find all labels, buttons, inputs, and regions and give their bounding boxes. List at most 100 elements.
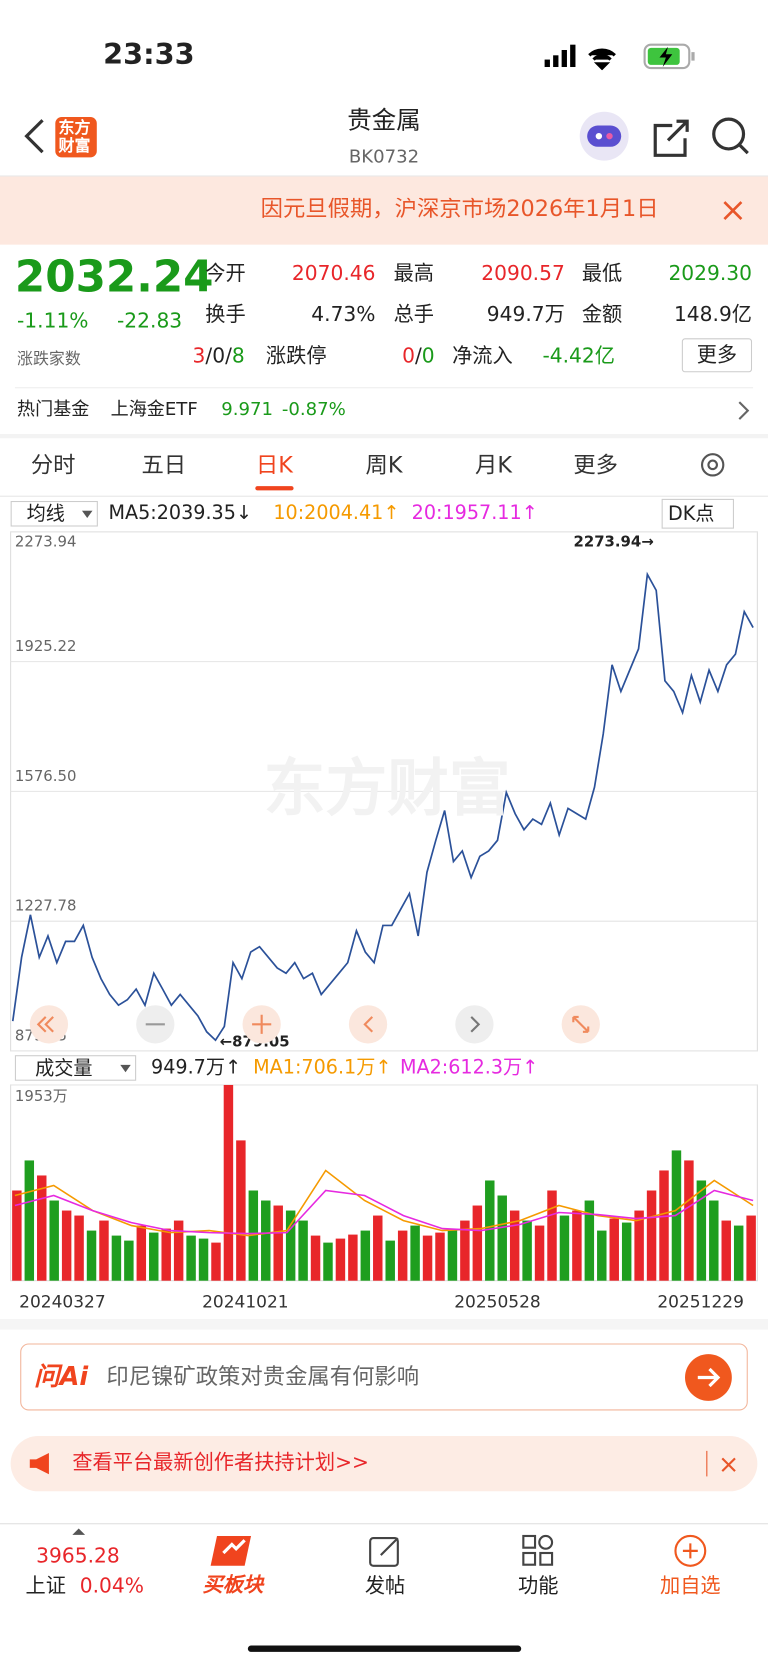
tab[interactable]: 五日 (141, 452, 187, 478)
y-tick-label: 1576.50 (15, 767, 77, 785)
tab[interactable]: 更多 (573, 452, 619, 478)
volume-ma2 (14, 1189, 754, 1235)
index-value: 3965.28 (36, 1544, 120, 1568)
flow-value: -4.42亿 (542, 344, 616, 369)
back-button[interactable] (21, 117, 53, 155)
volume-bar (198, 1238, 209, 1281)
volume-bar (261, 1200, 271, 1281)
page-title: 贵金属 (347, 107, 421, 136)
volume-bar (509, 1210, 520, 1281)
divider (0, 175, 768, 177)
home-indicator (247, 1645, 522, 1652)
limit: 0/0 (402, 344, 435, 369)
volume-ma1 (14, 1169, 754, 1237)
volume-bar (746, 1215, 756, 1281)
dk-button[interactable]: DK点 (661, 498, 734, 529)
flat-count: 0 (212, 344, 226, 369)
watermark: 东方财富 (263, 752, 511, 825)
volume-bar (597, 1230, 607, 1281)
field-value: 2090.57 (481, 261, 565, 286)
volume-bar (186, 1235, 196, 1281)
more-text: 更多 (696, 343, 738, 367)
volume-bar (422, 1235, 433, 1281)
down-count: 8 (231, 344, 245, 369)
volume-bar (161, 1228, 171, 1281)
ai-send[interactable] (684, 1353, 733, 1402)
volume-bar (12, 1190, 22, 1281)
tab[interactable]: 月K (475, 452, 513, 478)
y-tick-label: 1925.22 (15, 637, 77, 655)
breadth: 3/0/8 (192, 344, 245, 369)
volume-bar (136, 1225, 147, 1281)
tab[interactable]: 分时 (30, 452, 76, 478)
volume-ma2: MA2:612.3万↑ (399, 1056, 539, 1079)
tab[interactable]: 日K (255, 452, 293, 478)
volume-bar (149, 1232, 159, 1281)
settings-button[interactable] (698, 450, 728, 480)
volume-bar (721, 1220, 731, 1281)
header-actions (579, 111, 749, 161)
next-button[interactable] (455, 1005, 494, 1044)
change: -22.83 (117, 309, 183, 333)
volume-bar (472, 1205, 483, 1281)
tab-underline (255, 486, 294, 491)
volume-bar (111, 1235, 122, 1281)
volume-bar (99, 1220, 109, 1281)
volume-bar (460, 1220, 470, 1281)
logo-text: 财富 (58, 136, 91, 156)
field-label: 换手 (205, 303, 246, 327)
limit-down: 0 (421, 344, 435, 369)
volume-bar (61, 1210, 72, 1281)
volume-bar (659, 1170, 669, 1281)
notice-text: 因元旦假期，沪深京市场2026年1月1日 (260, 197, 659, 221)
nav-item[interactable]: 加自选 (660, 1574, 721, 1598)
volume-bar (24, 1160, 35, 1281)
volume-bar (410, 1225, 420, 1281)
close-notice[interactable] (721, 199, 744, 222)
search-button[interactable] (712, 117, 746, 151)
divider (14, 387, 754, 389)
volume-select[interactable]: 成交量 (14, 1055, 137, 1081)
buy-board-icon[interactable] (208, 1532, 257, 1570)
y-tick-label: 2273.94 (15, 533, 77, 551)
tab[interactable]: 周K (365, 452, 403, 478)
fund-chevron[interactable] (736, 400, 751, 421)
ai-box[interactable] (20, 1343, 748, 1411)
divider (0, 495, 768, 497)
close-promo[interactable] (720, 1456, 737, 1473)
volume-bar (397, 1230, 408, 1281)
rewind-button[interactable] (29, 1005, 69, 1044)
add-watch-icon[interactable] (673, 1534, 707, 1568)
nav-item[interactable]: 功能 (518, 1574, 559, 1598)
nav-item[interactable]: 发帖 (364, 1574, 406, 1598)
volume-bar (634, 1210, 644, 1281)
fund-pct: -0.87% (281, 398, 346, 421)
prev-button[interactable] (348, 1005, 388, 1044)
limit-label: 涨跌停 (265, 344, 327, 369)
function-icon[interactable] (521, 1534, 555, 1568)
nav-item[interactable]: 买板块 (202, 1573, 264, 1597)
volume-bar (696, 1180, 707, 1281)
ai-prompt: 印尼镍矿政策对贵金属有何影响 (106, 1363, 420, 1390)
promo-bar[interactable] (10, 1435, 758, 1492)
volume-bar (298, 1220, 308, 1281)
flow-label: 净流入 (452, 344, 513, 369)
field-value: 949.7万 (486, 303, 565, 327)
notice-bar (0, 176, 768, 245)
ma10: 10:2004.41↑ (273, 502, 400, 525)
volume-bar (733, 1225, 744, 1281)
volume-bar (497, 1195, 507, 1281)
divider (0, 1523, 768, 1525)
ma-select[interactable]: 均线 (10, 501, 98, 527)
volume-bar (572, 1210, 582, 1281)
post-icon[interactable] (368, 1534, 402, 1568)
ai-brand: 问Ai (34, 1361, 89, 1392)
volume-bar (646, 1190, 657, 1281)
share-button[interactable] (653, 119, 689, 157)
more-button[interactable]: 更多 (681, 338, 753, 373)
y-tick-label: 1953万 (15, 1087, 68, 1105)
volume-bar (310, 1235, 321, 1281)
field-label: 总手 (393, 303, 435, 327)
volume-select-text: 成交量 (35, 1057, 93, 1080)
volume-bar (273, 1205, 283, 1281)
